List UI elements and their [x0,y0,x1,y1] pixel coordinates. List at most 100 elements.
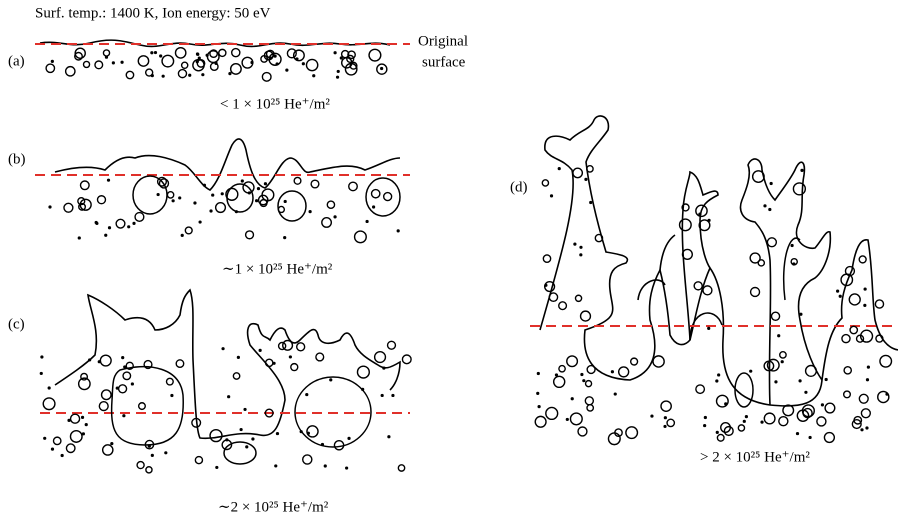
bubble [387,435,390,438]
bubble [716,431,719,434]
bubble [836,290,839,293]
bubble [333,215,336,218]
bubble [698,213,701,216]
bubble [107,179,110,182]
bubble [201,73,204,76]
bubble [578,427,587,436]
bubble [241,179,244,182]
bubble [237,356,240,359]
bubble [257,187,260,190]
bubble [336,76,339,79]
bubble [132,222,135,225]
bubble [283,341,293,351]
bubble [188,74,191,77]
bubble [327,201,334,208]
void [133,176,167,214]
bubble [322,218,332,228]
bubble [193,201,196,204]
bubble [337,70,340,73]
void [366,178,400,216]
bubble [240,428,243,431]
bubble [867,366,870,369]
bubble [535,416,546,427]
bubble [663,425,666,428]
title: Surf. temp.: 1400 K, Ion energy: 50 eV [35,5,271,21]
bubble [99,402,108,411]
bubble [796,432,799,435]
bubble [172,199,175,202]
bubble [537,372,540,375]
bubble [749,370,752,373]
bubble [398,465,404,471]
bubble [707,327,710,330]
bubble [608,433,620,445]
bubble [104,234,107,237]
bubble [81,181,90,190]
bubble [579,246,582,249]
bubble [334,441,343,450]
bubble [164,451,167,454]
fluence: > 2 × 10²⁵ He⁺/m² [700,449,810,465]
bubble [71,414,80,423]
bubble [391,394,394,397]
void [690,238,800,340]
bubble [717,395,729,407]
surface [55,139,400,190]
bubble [559,366,565,372]
bubble [781,360,784,363]
surface [55,290,400,438]
fluence: ∼1 × 10²⁵ He⁺/m² [222,261,333,277]
bubble [800,169,803,172]
bubble [295,57,298,60]
bubble [235,210,238,213]
bubble [53,437,60,444]
bubble [626,427,638,439]
bubble [753,171,764,182]
bubble [85,423,88,426]
bubble [159,54,162,57]
bubble [878,391,889,402]
bubble [215,466,218,469]
bubble [276,62,279,65]
bubble [866,378,869,381]
bubble [40,355,43,358]
annotation: surface [422,54,466,70]
bubble [195,457,202,464]
bubble [181,234,184,237]
bubble [573,243,576,246]
bubble [570,413,582,425]
bubble [555,373,558,376]
bubble [305,393,308,396]
bubble [824,433,834,443]
bubble [382,366,385,369]
bubble [196,60,199,63]
bubble [357,366,369,378]
bubble [584,178,587,181]
bubble [863,304,866,307]
bubble [151,74,154,77]
bubble [558,167,561,170]
bubble [48,205,51,208]
bubble [182,62,188,68]
bubble [587,405,593,411]
bubble [347,437,350,440]
bubble [614,392,617,395]
bubble [619,367,629,377]
bubble [64,203,73,212]
bubble [582,379,585,382]
bubble [221,192,224,195]
bubble [123,372,131,380]
bubble [103,445,113,455]
bubble [166,378,173,385]
bubble [875,300,883,308]
bubble [120,61,123,64]
bubble [285,69,288,72]
bubble [611,370,614,373]
bubble [543,255,550,262]
bubble [119,385,127,393]
bubble [116,219,125,228]
bubble [575,295,581,301]
bubble [231,64,242,75]
bubble [139,403,146,410]
bubble [355,231,367,243]
